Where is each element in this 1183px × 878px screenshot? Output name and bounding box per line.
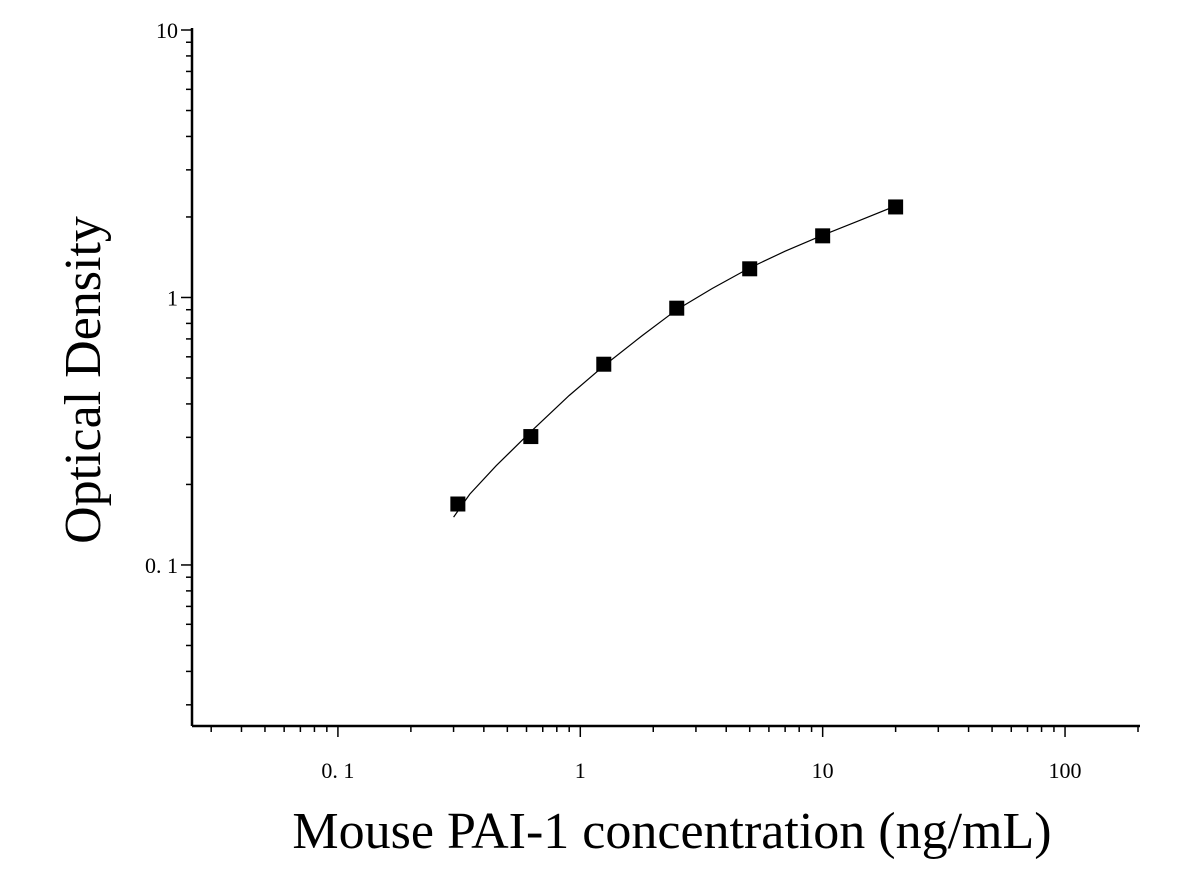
x-tick-label: 100 [1049, 758, 1082, 783]
fit-curve-layer [453, 205, 896, 518]
x-tick-label: 1 [575, 758, 586, 783]
fit-curve-line [453, 205, 896, 518]
y-tick-label: 10 [156, 18, 178, 43]
data-point-marker [523, 429, 539, 445]
data-points [450, 199, 904, 512]
x-tick-label: 10 [812, 758, 834, 783]
data-point-marker [742, 261, 758, 277]
y-tick-label: 0. 1 [145, 553, 178, 578]
data-point-marker [669, 300, 685, 316]
x-tick-label: 0. 1 [321, 758, 354, 783]
x-axis-title: Mouse PAI-1 concentration (ng/mL) [292, 803, 1051, 860]
data-point-marker [888, 199, 904, 215]
data-point-marker [596, 356, 612, 372]
data-point-marker [450, 496, 466, 512]
axes: 0. 1 1 10 100 0. 1 1 10 [145, 18, 1140, 783]
y-axis-title: Optical Density [55, 216, 112, 544]
data-point-marker [815, 228, 831, 244]
y-tick-label: 1 [167, 285, 178, 310]
